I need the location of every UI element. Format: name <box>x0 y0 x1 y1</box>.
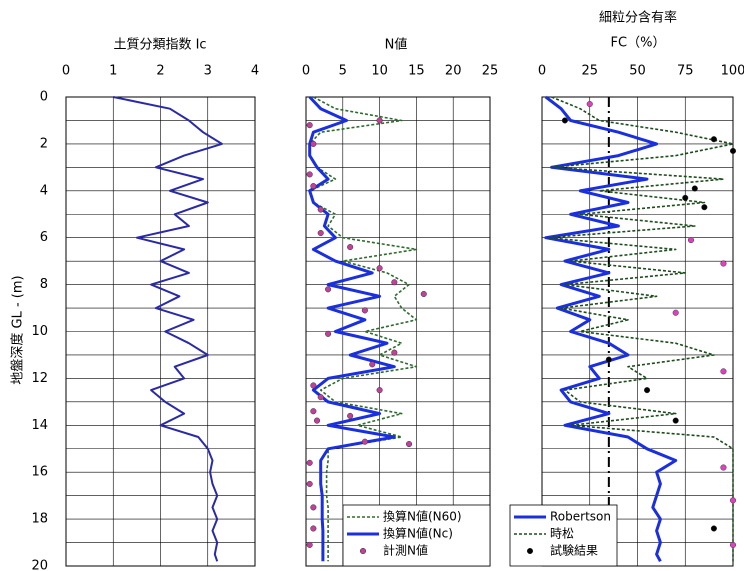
data-point <box>672 417 679 424</box>
data-point <box>306 541 313 548</box>
data-line <box>308 95 396 562</box>
data-point <box>347 412 354 419</box>
data-point <box>317 206 324 213</box>
data-point <box>420 290 427 298</box>
data-point <box>347 244 354 251</box>
data-point <box>720 260 727 267</box>
x-tick-label: 50 <box>629 64 646 79</box>
chart-title: N値 <box>385 37 408 53</box>
legend-marker <box>526 547 534 555</box>
data-point <box>310 140 317 147</box>
data-point <box>306 480 313 487</box>
y-tick-label: 12 <box>31 371 48 386</box>
y-tick-label: 14 <box>31 418 48 433</box>
x-tick-label: 75 <box>677 64 694 79</box>
data-point <box>729 541 737 548</box>
y-tick-label: 18 <box>31 512 48 527</box>
data-point <box>310 183 317 190</box>
data-line <box>544 95 678 563</box>
data-point <box>391 279 398 286</box>
data-point <box>317 229 324 237</box>
x-tick-label: 15 <box>408 64 425 79</box>
data-line <box>308 96 418 562</box>
x-tick-label: 0 <box>302 64 310 79</box>
data-point <box>710 136 717 143</box>
data-point <box>376 265 383 272</box>
y-tick-label: 8 <box>40 277 48 292</box>
legend-label: 計測N値 <box>383 543 428 558</box>
data-point <box>687 236 695 244</box>
data-point <box>586 100 593 108</box>
legend-label: 時松 <box>550 527 574 541</box>
data-point <box>701 204 708 211</box>
chart-subtitle: FC（%） <box>611 36 666 51</box>
legend-label: 換算N値(N60) <box>383 509 462 524</box>
data-point <box>317 394 324 401</box>
x-tick-label: 0 <box>62 64 70 79</box>
data-point <box>361 438 368 445</box>
data-point <box>720 368 727 375</box>
data-point <box>306 459 313 466</box>
legend <box>509 504 618 567</box>
data-point <box>325 286 332 293</box>
legend-label: 換算N値(Nc) <box>383 526 453 541</box>
data-point <box>306 122 313 129</box>
data-point <box>376 387 383 394</box>
data-point <box>310 504 317 511</box>
data-point <box>306 171 313 178</box>
data-point <box>729 497 737 504</box>
data-point <box>361 307 368 314</box>
data-point <box>710 525 717 532</box>
x-tick-label: 2 <box>156 64 164 79</box>
y-tick-label: 6 <box>40 230 48 245</box>
legend-marker <box>359 547 367 555</box>
data-point <box>310 525 317 532</box>
data-point <box>672 309 679 316</box>
y-axis-label: 地盤深度 GL - (m) <box>10 275 26 384</box>
x-tick-label: 25 <box>482 64 499 79</box>
legend-label: 試験結果 <box>550 543 598 558</box>
y-tick-label: 2 <box>40 136 48 151</box>
data-point <box>605 356 612 363</box>
data-point <box>391 349 398 356</box>
data-point <box>376 117 383 124</box>
x-tick-label: 3 <box>204 64 212 79</box>
y-tick-label: 4 <box>40 183 48 198</box>
data-point <box>369 361 376 368</box>
x-tick-label: 25 <box>581 64 598 79</box>
x-tick-label: 4 <box>251 64 259 79</box>
y-tick-label: 0 <box>40 90 48 105</box>
x-tick-label: 20 <box>445 64 462 79</box>
x-tick-label: 10 <box>371 64 388 79</box>
chart-title: 土質分類指数 Ic <box>113 38 206 53</box>
data-point <box>405 441 413 448</box>
data-point <box>729 147 737 154</box>
x-tick-label: 5 <box>339 64 347 79</box>
legend-label: Robertson <box>550 510 611 524</box>
y-tick-label: 16 <box>31 465 48 480</box>
data-line <box>546 96 734 562</box>
data-line <box>113 96 223 562</box>
y-tick-label: 20 <box>31 559 48 571</box>
y-tick-label: 10 <box>31 324 48 339</box>
data-point <box>720 464 727 471</box>
data-point <box>644 387 651 394</box>
x-tick-label: 100 <box>721 64 744 79</box>
data-point <box>682 194 689 201</box>
x-tick-label: 0 <box>538 64 546 79</box>
data-point <box>691 185 698 192</box>
data-point <box>325 330 332 337</box>
data-point <box>310 382 317 389</box>
data-point <box>561 117 568 124</box>
data-point <box>310 408 317 415</box>
chart-title: 細粒分含有率 <box>599 10 677 26</box>
data-point <box>313 417 321 424</box>
x-tick-label: 1 <box>109 64 117 79</box>
